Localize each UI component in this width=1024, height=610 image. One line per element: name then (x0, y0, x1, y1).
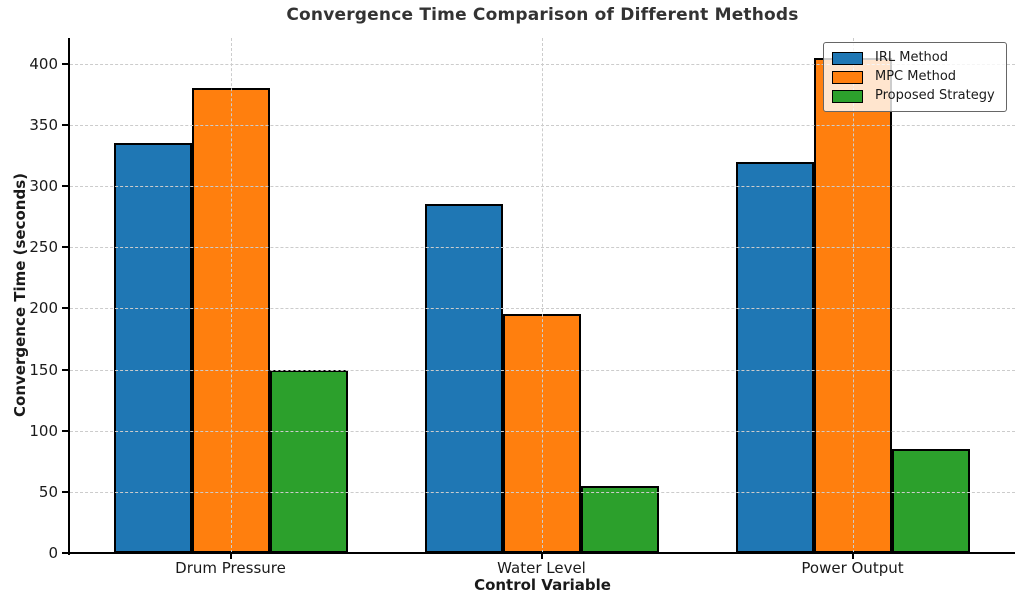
y-tick-mark (62, 123, 68, 126)
horizontal-gridline (70, 430, 1015, 432)
horizontal-gridline (70, 124, 1015, 126)
y-tick-mark (62, 429, 68, 432)
y-tick-label: 100 (29, 421, 58, 440)
y-tick-label: 200 (29, 299, 58, 318)
legend-item-irl-method: IRL Method (832, 50, 998, 66)
y-axis-spine (68, 38, 70, 555)
chart-title: Convergence Time Comparison of Different… (286, 5, 799, 25)
x-tick-label: Power Output (801, 559, 904, 577)
x-tick-mark (540, 553, 543, 559)
vertical-gridline (541, 38, 543, 553)
horizontal-gridline (70, 369, 1015, 371)
y-tick-label: 50 (38, 482, 58, 501)
vertical-gridline (852, 38, 854, 553)
bar-proposed-strategy-power-output (891, 449, 970, 553)
y-tick-mark (62, 62, 68, 65)
legend-item-proposed-strategy: Proposed Strategy (832, 88, 998, 104)
x-tick-mark (851, 553, 854, 559)
y-tick-mark (62, 246, 68, 249)
y-tick-mark (62, 552, 68, 554)
legend-swatch-irl-method (832, 51, 863, 65)
x-axis-label: Control Variable (474, 576, 611, 594)
y-tick-mark (62, 368, 68, 371)
legend-label: Proposed Strategy (875, 88, 995, 103)
horizontal-gridline (70, 491, 1015, 493)
legend-swatch-proposed-strategy (832, 89, 863, 103)
bar-irl-method-power-output (735, 161, 814, 553)
y-tick-mark (62, 185, 68, 188)
x-tick-mark (229, 553, 232, 559)
y-tick-label: 250 (29, 238, 58, 257)
legend-swatch-mpc-method (832, 70, 863, 84)
y-axis-label: Convergence Time (seconds) (11, 173, 29, 417)
y-tick-label: 300 (29, 177, 58, 196)
x-tick-label: Drum Pressure (175, 559, 286, 577)
bar-proposed-strategy-water-level (580, 485, 659, 553)
vertical-gridline (230, 38, 232, 553)
horizontal-gridline (70, 308, 1015, 310)
y-tick-label: 150 (29, 360, 58, 379)
y-tick-mark (62, 490, 68, 493)
legend-label: IRL Method (875, 50, 948, 65)
y-tick-mark (62, 307, 68, 310)
plot-area: 0 50 100 150 200 250 300 350 400 Drum Pressure Wat… (29, 38, 1015, 577)
bar-proposed-strategy-drum-pressure (269, 369, 348, 553)
legend-item-mpc-method: MPC Method (832, 69, 998, 85)
y-tick-label: 0 (48, 544, 58, 562)
y-tick-label: 350 (29, 115, 58, 134)
x-tick-label: Water Level (497, 559, 586, 577)
y-tick-label: 400 (29, 54, 58, 73)
legend-label: MPC Method (875, 69, 957, 84)
bar-irl-method-water-level (424, 204, 503, 553)
horizontal-gridline (70, 247, 1015, 249)
horizontal-gridline (70, 63, 1015, 65)
bar-irl-method-drum-pressure (113, 143, 192, 553)
horizontal-gridline (70, 186, 1015, 188)
legend: IRL Method MPC Method Proposed Strategy (823, 42, 1007, 112)
